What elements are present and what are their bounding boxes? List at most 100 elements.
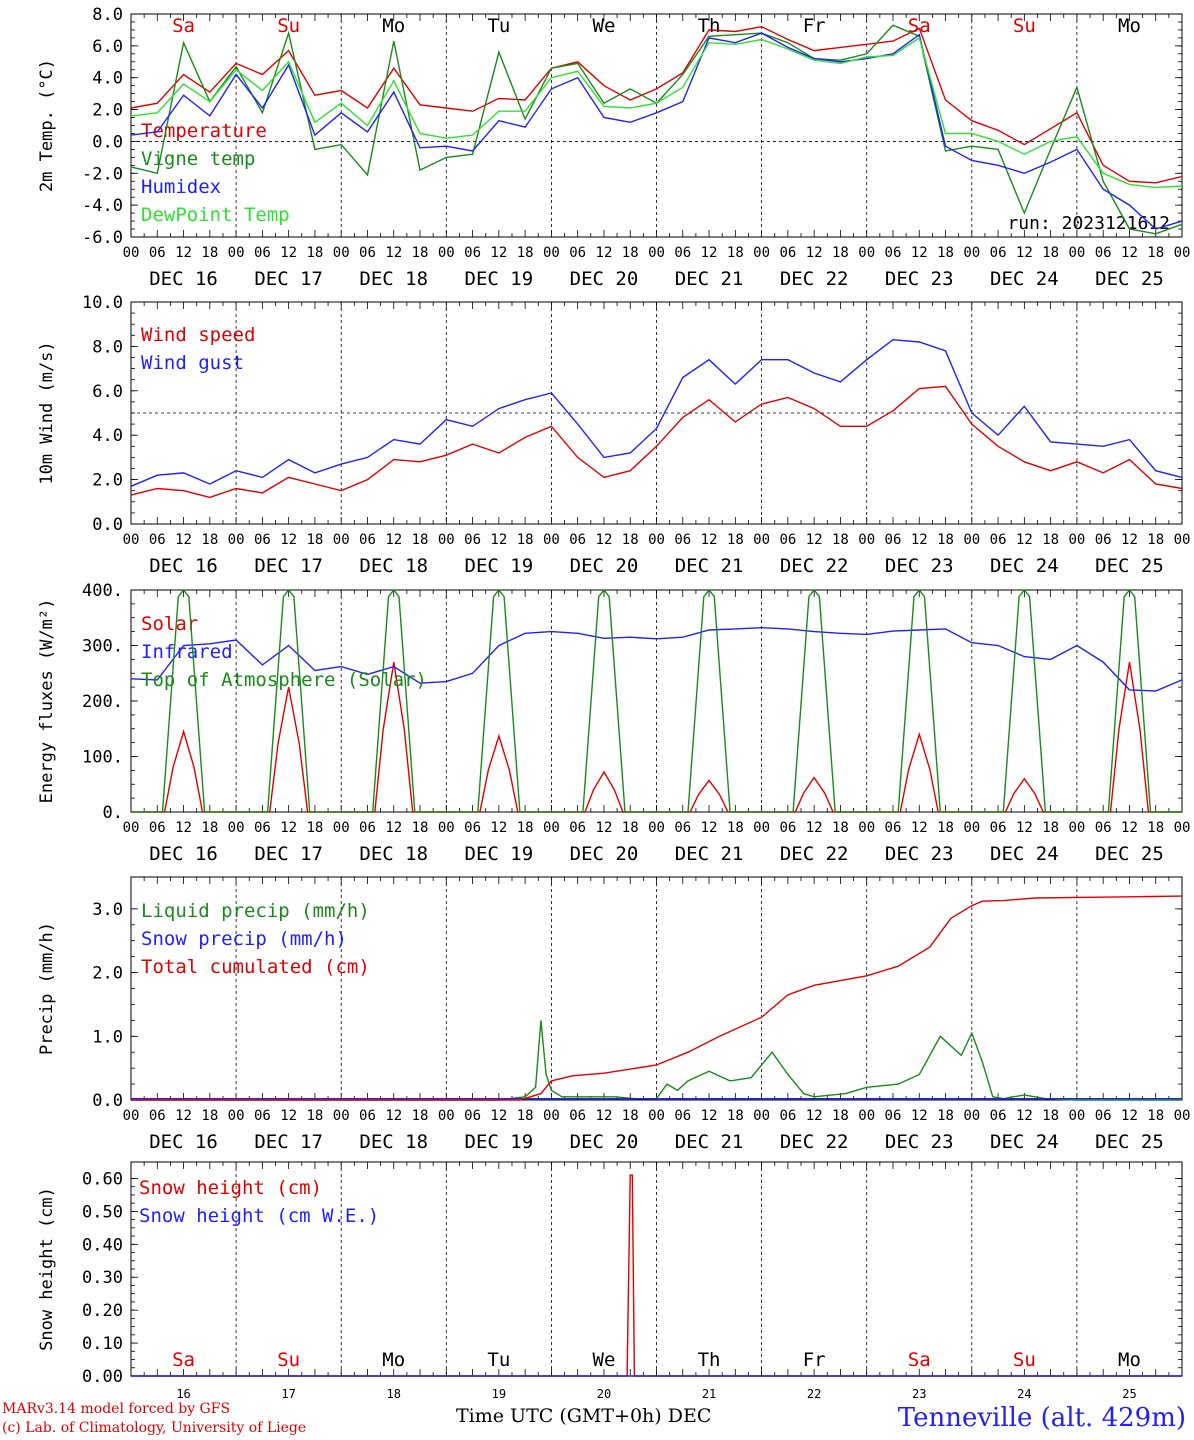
date-label: DEC 19 (465, 1131, 534, 1153)
hour-tick-label: 06 (359, 532, 376, 548)
day-number-label: 24 (1017, 1387, 1031, 1401)
hour-tick-label: 18 (412, 820, 429, 836)
hour-tick-label: 06 (779, 532, 796, 548)
y-tick-label: 0.0 (92, 132, 123, 152)
y-tick-label: -4.0 (82, 196, 123, 216)
hour-tick-label: 12 (175, 1108, 192, 1124)
hour-tick-label: 00 (228, 245, 245, 261)
hour-tick-label: 12 (490, 532, 507, 548)
date-label: DEC 22 (780, 555, 849, 577)
date-label: DEC 22 (780, 268, 849, 290)
hour-tick-label: 12 (701, 245, 718, 261)
date-label: DEC 24 (990, 268, 1059, 290)
hour-tick-label: 00 (333, 1108, 350, 1124)
hour-tick-label: 06 (254, 245, 271, 261)
hour-tick-label: 00 (123, 532, 140, 548)
hour-tick-label: 06 (254, 1108, 271, 1124)
hour-tick-label: 12 (911, 1108, 928, 1124)
day-of-week-label: Sa (172, 1349, 195, 1371)
hour-tick-label: 06 (779, 245, 796, 261)
hour-tick-label: 18 (201, 1108, 218, 1124)
hour-tick-label: 06 (359, 820, 376, 836)
legend-entry: Snow height (cm) (139, 1177, 322, 1199)
day-of-week-label: Mo (1118, 1349, 1141, 1371)
hour-tick-label: 12 (175, 820, 192, 836)
hour-tick-label: 06 (1095, 1108, 1112, 1124)
hour-tick-label: 06 (569, 532, 586, 548)
legend-entry: Wind gust (141, 352, 244, 374)
y-axis-label: 2m Temp. (°C) (37, 59, 57, 192)
hour-tick-label: 18 (937, 245, 954, 261)
hour-tick-label: 00 (438, 532, 455, 548)
hour-tick-label: 12 (280, 532, 297, 548)
legend-entry: Solar (141, 613, 198, 635)
hour-tick-label: 00 (648, 245, 665, 261)
hour-tick-label: 18 (622, 820, 639, 836)
hour-tick-label: 18 (832, 245, 849, 261)
hour-tick-label: 12 (1121, 1108, 1138, 1124)
model-credit: MARv3.14 model forced by GFS (2, 1401, 231, 1417)
date-label: DEC 22 (780, 1131, 849, 1153)
date-label: DEC 25 (1095, 843, 1164, 865)
hour-tick-label: 18 (727, 820, 744, 836)
day-number-label: 17 (281, 1387, 295, 1401)
day-number-label: 23 (912, 1387, 926, 1401)
hour-tick-label: 18 (201, 532, 218, 548)
day-number-label: 18 (387, 1387, 401, 1401)
hour-tick-label: 06 (149, 245, 166, 261)
hour-tick-label: 18 (937, 820, 954, 836)
hour-tick-label: 00 (333, 532, 350, 548)
hour-tick-label: 18 (412, 245, 429, 261)
y-tick-label: 0.00 (82, 1367, 123, 1387)
hour-tick-label: 00 (963, 1108, 980, 1124)
date-label: DEC 23 (885, 555, 954, 577)
date-label: DEC 20 (570, 1131, 639, 1153)
hour-tick-label: 06 (674, 245, 691, 261)
hour-tick-label: 06 (1095, 532, 1112, 548)
y-tick-label: 3.0 (92, 900, 123, 920)
date-label: DEC 19 (465, 268, 534, 290)
day-of-week-label: Mo (1118, 15, 1141, 37)
hour-tick-label: 00 (1068, 820, 1085, 836)
legend-entry: Infrared (141, 641, 233, 663)
hour-tick-label: 06 (990, 1108, 1007, 1124)
hour-tick-label: 12 (911, 245, 928, 261)
hour-tick-label: 00 (753, 1108, 770, 1124)
date-label: DEC 20 (570, 843, 639, 865)
hour-tick-label: 18 (832, 532, 849, 548)
y-tick-label: 4.0 (92, 69, 123, 89)
date-label: DEC 16 (149, 1131, 218, 1153)
date-label: DEC 18 (359, 268, 428, 290)
day-of-week-label: Mo (382, 15, 405, 37)
date-label: DEC 18 (359, 843, 428, 865)
date-label: DEC 24 (990, 843, 1059, 865)
hour-tick-label: 12 (1121, 820, 1138, 836)
hour-tick-label: 12 (1121, 245, 1138, 261)
hour-tick-label: 18 (412, 1108, 429, 1124)
y-tick-label: 4.0 (92, 426, 123, 446)
hour-tick-label: 00 (1174, 1108, 1191, 1124)
run-label: run: 2023121612 (1007, 213, 1170, 234)
hour-tick-label: 18 (517, 532, 534, 548)
hour-tick-label: 00 (1174, 820, 1191, 836)
day-number-label: 19 (492, 1387, 506, 1401)
hour-tick-label: 00 (648, 1108, 665, 1124)
date-label: DEC 25 (1095, 1131, 1164, 1153)
hour-tick-label: 06 (464, 532, 481, 548)
hour-tick-label: 12 (280, 245, 297, 261)
hour-tick-label: 00 (123, 245, 140, 261)
hour-tick-label: 18 (306, 820, 323, 836)
hour-tick-label: 00 (858, 820, 875, 836)
hour-tick-label: 12 (385, 820, 402, 836)
hour-tick-label: 18 (622, 532, 639, 548)
series-line-top-of-atmosphere-solar (131, 588, 1182, 813)
y-axis-label: Energy fluxes (W/m²) (37, 599, 57, 804)
x-axis-label: Time UTC (GMT+0h) DEC (456, 1405, 712, 1427)
y-tick-label: 0.20 (82, 1301, 123, 1321)
hour-tick-label: 18 (1042, 820, 1059, 836)
hour-tick-label: 12 (701, 532, 718, 548)
station-name: Tenneville (alt. 429m) (897, 1403, 1186, 1433)
day-of-week-label: Tu (487, 1349, 510, 1371)
day-number-label: 25 (1122, 1387, 1136, 1401)
